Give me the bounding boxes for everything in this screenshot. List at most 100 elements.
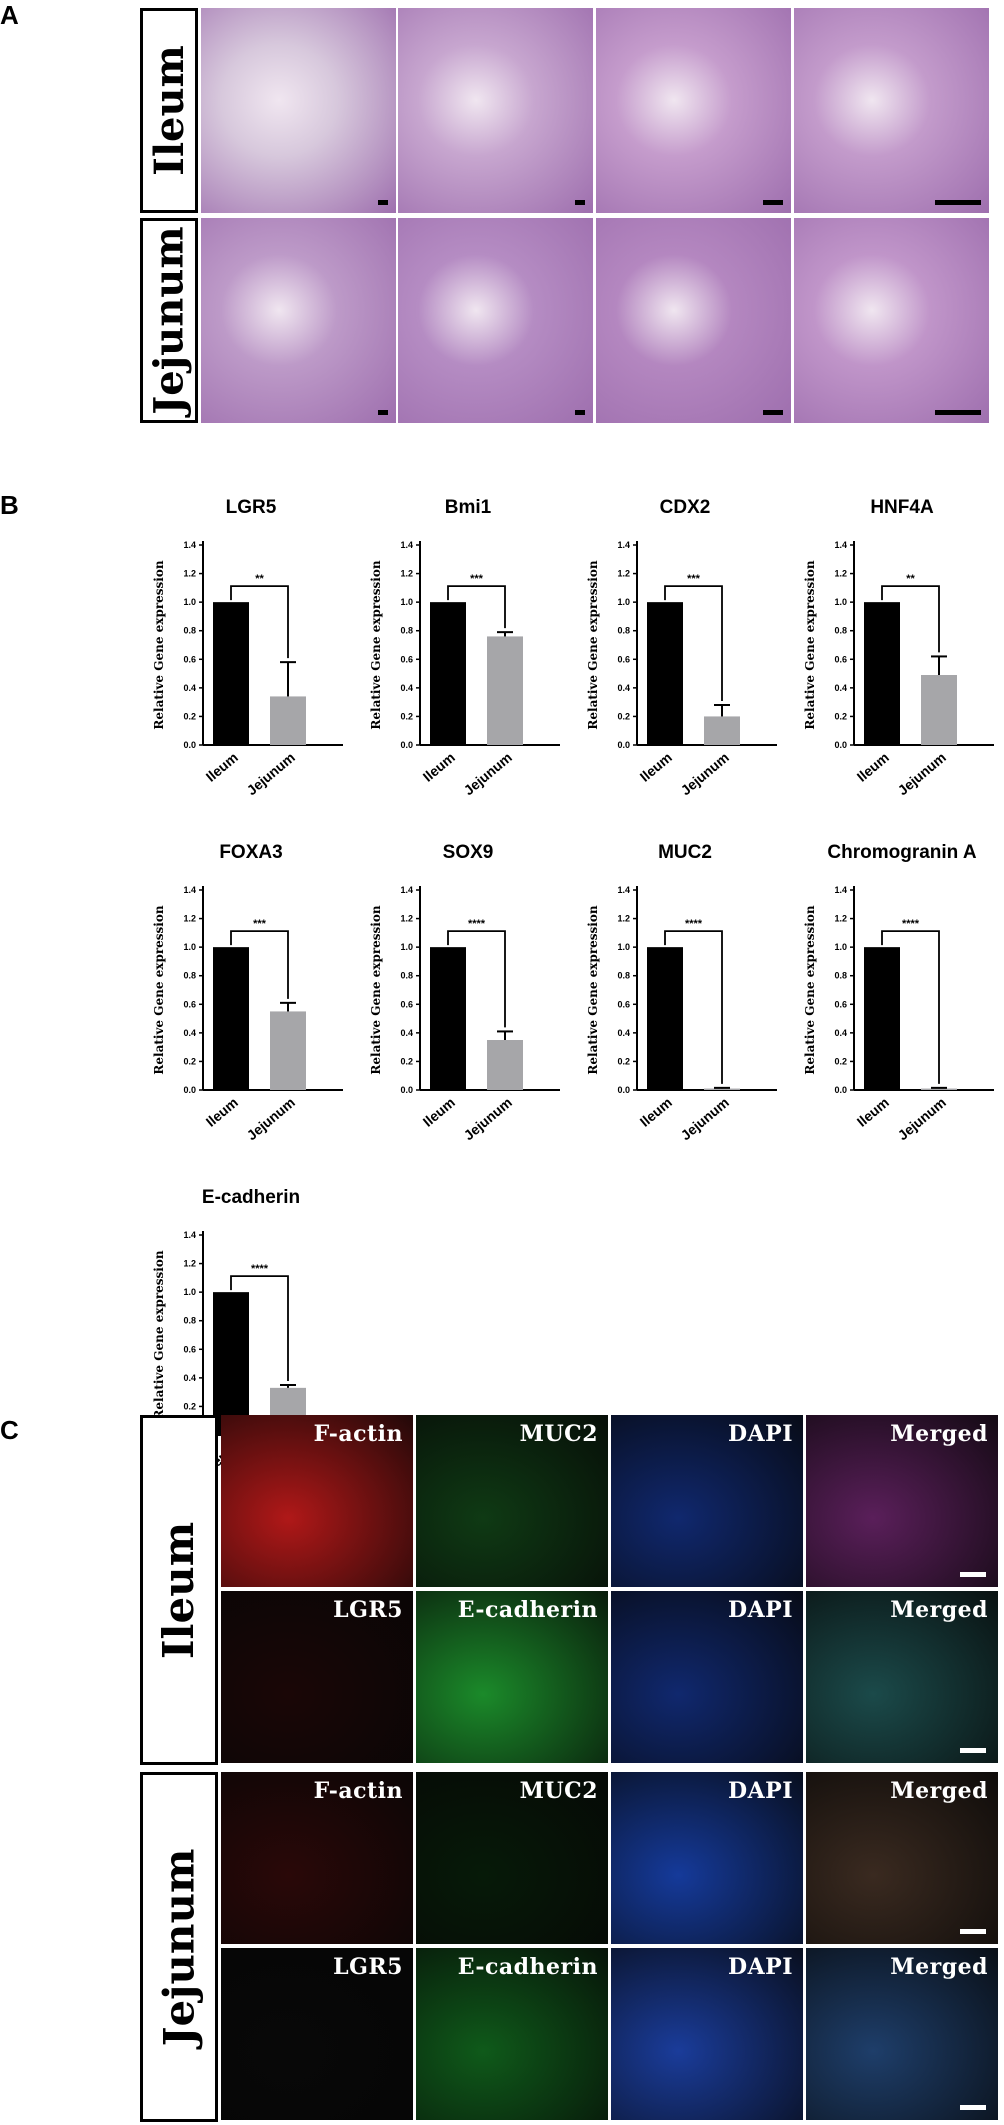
histology-image-tile (201, 218, 396, 423)
fluorescence-image-tile: MUC2 (416, 1415, 608, 1587)
y-tick-label: 0.4 (834, 1028, 847, 1038)
y-tick-label: 0.2 (183, 1401, 196, 1411)
bar (704, 716, 740, 745)
y-axis-label: Relative Gene expression (152, 1250, 166, 1419)
significance-bracket (881, 585, 940, 653)
panel-a-letter: A (0, 0, 19, 30)
y-tick-label: 1.4 (400, 540, 413, 550)
fluorescence-channel-label: Merged (890, 1778, 988, 1804)
bar (270, 696, 306, 745)
chart-plot: 0.0 0.2 0.4 0.6 0.8 1.0 1.2 1.4 Relative Gene ex… (586, 885, 777, 1143)
y-tick-label: 0.8 (617, 971, 630, 981)
y-tick-label: 0.4 (400, 683, 413, 693)
chart-title: MUC2 (658, 842, 712, 863)
chart-title: SOX9 (442, 842, 494, 863)
bar (270, 1011, 306, 1090)
y-tick-label: 0.8 (834, 626, 847, 636)
scale-bar (378, 410, 388, 415)
bar (487, 636, 523, 745)
y-tick-label: 0.0 (834, 740, 847, 750)
x-tick-label: Jejunum (895, 749, 949, 798)
chart-plot: 0.0 0.2 0.4 0.6 0.8 1.0 1.2 1.4 Relative Gene ex… (369, 885, 560, 1143)
scale-bar (575, 200, 585, 205)
panel-b-letter: B (0, 490, 19, 520)
y-tick-label: 1.4 (183, 1230, 196, 1240)
y-tick-label: 0.0 (617, 740, 630, 750)
bar-chart: FOXA3 0.0 0.2 0.4 0.6 0.8 1.0 1.2 1.4 Relative Ge… (145, 840, 357, 1143)
y-tick-label: 1.0 (617, 942, 630, 952)
fluorescence-channel-label: F-actin (313, 1421, 403, 1447)
y-tick-label: 0.6 (400, 654, 413, 664)
bar (487, 1040, 523, 1090)
y-tick-label: 1.2 (617, 569, 630, 579)
y-tick-label: 1.4 (617, 540, 630, 550)
x-tick-label: Jejunum (895, 1094, 949, 1143)
y-tick-label: 0.6 (834, 654, 847, 664)
significance-bracket (447, 930, 506, 1028)
bar (213, 947, 249, 1090)
bar (864, 602, 900, 745)
histology-row-label-ileum: Ileum (140, 8, 198, 213)
chart-plot: 0.0 0.2 0.4 0.6 0.8 1.0 1.2 1.4 Relative Gene ex… (803, 885, 994, 1143)
scale-bar (935, 410, 981, 415)
fluorescence-channel-label: Merged (890, 1597, 988, 1623)
histology-image-tile (794, 8, 989, 213)
bar (647, 947, 683, 1090)
y-tick-label: 0.6 (400, 999, 413, 1009)
fluorescence-image-tile: DAPI (611, 1772, 803, 1944)
fluorescence-image-tile: Merged (806, 1415, 998, 1587)
fluorescence-group-label-text: Ileum (154, 1521, 204, 1659)
scale-bar (378, 200, 388, 205)
chart-title: CDX2 (659, 497, 711, 518)
fluorescence-channel-label: LGR5 (333, 1597, 403, 1623)
bar (213, 602, 249, 745)
y-axis-label: Relative Gene expression (586, 905, 600, 1074)
bar-chart: LGR5 0.0 0.2 0.4 0.6 0.8 1.0 1.2 1.4 Relative Gen… (145, 495, 357, 798)
significance-label: ** (906, 573, 915, 585)
fluorescence-channel-label: DAPI (728, 1778, 793, 1804)
y-tick-label: 1.2 (834, 914, 847, 924)
chart-plot: 0.0 0.2 0.4 0.6 0.8 1.0 1.2 1.4 Relative Gene ex… (152, 540, 343, 798)
y-axis-label: Relative Gene expression (586, 560, 600, 729)
fluorescence-channel-label: E-cadherin (457, 1597, 598, 1623)
chart-plot: 0.0 0.2 0.4 0.6 0.8 1.0 1.2 1.4 Relative Gene ex… (152, 885, 343, 1143)
significance-label: *** (687, 573, 701, 585)
y-tick-label: 1.2 (183, 1259, 196, 1269)
y-tick-label: 0.4 (183, 1373, 196, 1383)
y-tick-label: 1.0 (617, 597, 630, 607)
chart-plot: 0.0 0.2 0.4 0.6 0.8 1.0 1.2 1.4 Relative Gene ex… (586, 540, 777, 798)
significance-bracket (230, 930, 289, 999)
x-tick-label: Ileum (854, 749, 892, 785)
bar-chart: HNF4A 0.0 0.2 0.4 0.6 0.8 1.0 1.2 1.4 Relative Ge… (796, 495, 1004, 798)
y-tick-label: 0.0 (834, 1085, 847, 1095)
y-tick-label: 1.2 (183, 914, 196, 924)
y-tick-label: 0.6 (617, 999, 630, 1009)
y-tick-label: 1.4 (183, 885, 196, 895)
fluorescence-channel-label: Merged (890, 1421, 988, 1447)
histology-image-tile (794, 218, 989, 423)
significance-label: *** (253, 918, 267, 930)
y-tick-label: 1.2 (183, 569, 196, 579)
y-axis-label: Relative Gene expression (152, 560, 166, 729)
scale-bar (935, 200, 981, 205)
x-tick-label: Ileum (420, 1094, 458, 1130)
chart-title: E-cadherin (201, 1187, 301, 1208)
y-tick-label: 0.2 (400, 711, 413, 721)
fluorescence-image-tile: LGR5 (221, 1948, 413, 2120)
y-tick-label: 0.2 (400, 1056, 413, 1066)
bar-chart: Chromogranin A 0.0 0.2 0.4 0.6 0.8 1.0 1.2 1.4 Re… (796, 840, 1004, 1143)
bar-chart: SOX9 0.0 0.2 0.4 0.6 0.8 1.0 1.2 1.4 Relative Gen… (362, 840, 574, 1143)
fluorescence-channel-label: DAPI (728, 1421, 793, 1447)
y-tick-label: 0.4 (183, 683, 196, 693)
scale-bar (960, 1929, 986, 1934)
y-tick-label: 0.2 (834, 1056, 847, 1066)
y-tick-label: 1.0 (183, 1287, 196, 1297)
histology-image-tile (596, 8, 791, 213)
fluorescence-image-tile: Merged (806, 1591, 998, 1763)
y-tick-label: 0.0 (400, 1085, 413, 1095)
histology-row-label-jejunum: Jejunum (140, 218, 198, 423)
significance-bracket (664, 585, 723, 701)
y-tick-label: 0.8 (400, 971, 413, 981)
chart-plot: 0.0 0.2 0.4 0.6 0.8 1.0 1.2 1.4 Relative Gene ex… (803, 540, 994, 798)
histology-image-tile (398, 218, 593, 423)
